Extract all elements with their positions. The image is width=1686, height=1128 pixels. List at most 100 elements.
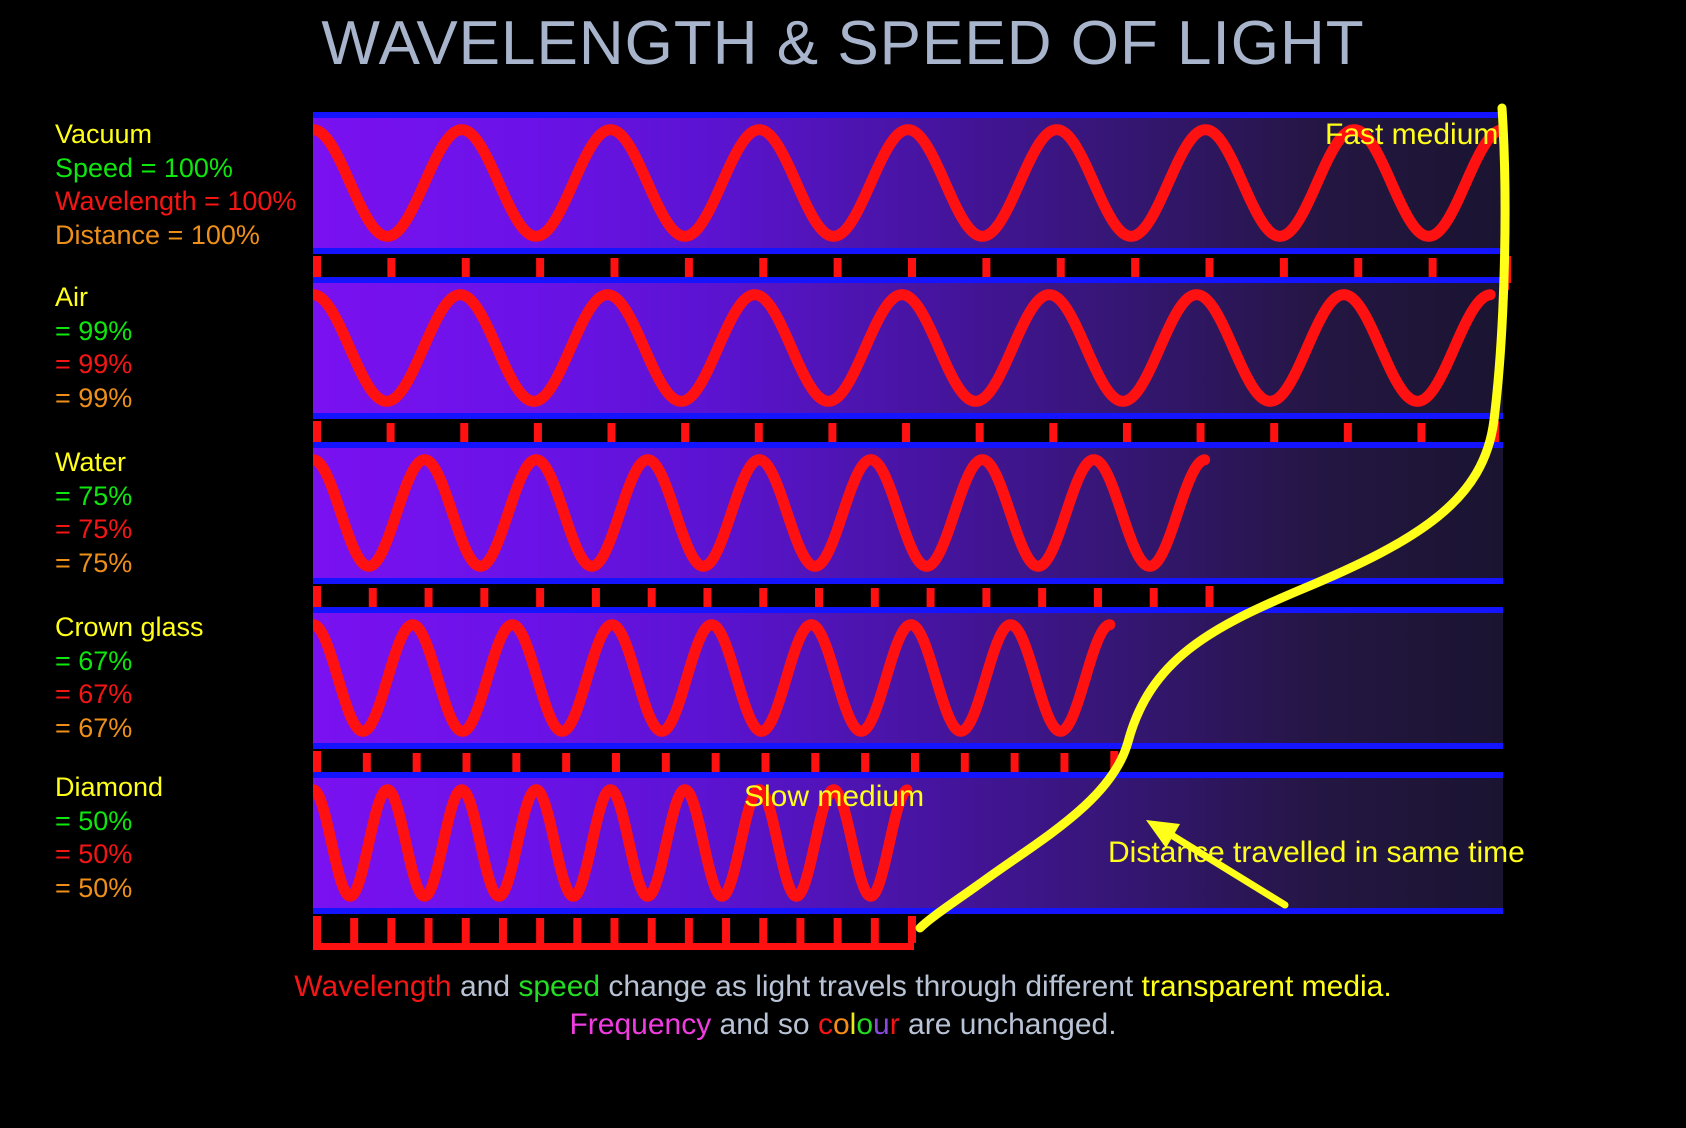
ruler-tick-2 [815, 588, 824, 613]
speed-value-0: Speed = 100% [55, 152, 233, 183]
wave-svg-1 [313, 289, 1496, 407]
caption-and-2: and so [711, 1008, 818, 1041]
ruler-tick-4 [647, 918, 656, 943]
ruler-tick-4 [908, 916, 916, 943]
ruler-tick-2 [424, 588, 433, 613]
ruler-tick-0 [908, 258, 916, 283]
ruler-tick-4 [870, 918, 879, 943]
ruler-tick-2 [480, 588, 489, 613]
ruler-tick-4 [684, 918, 693, 943]
ruler-tick-3 [362, 753, 371, 778]
wave-path-1 [313, 289, 1496, 407]
ruler-tick-0 [610, 258, 619, 283]
caption-wavelength-word: Wavelength [294, 970, 452, 1003]
ruler-tick-4 [796, 918, 805, 943]
wavelength-value-0: Wavelength = 100% [55, 186, 297, 216]
distance-value-2: = 75% [55, 547, 133, 578]
medium-name-3: Crown glass [55, 612, 204, 642]
caption-and-1: and [451, 970, 519, 1003]
distance-value-3: = 67% [55, 712, 133, 743]
wave-path-2 [313, 454, 1211, 572]
ruler-tick-0 [536, 258, 545, 283]
ruler-tick-3 [910, 753, 919, 778]
medium-label-group-diamond: Diamond = 50% = 50% = 50% [55, 771, 163, 905]
ruler-tick-4 [387, 918, 396, 943]
wave-path-3 [313, 619, 1116, 737]
medium-bar-3 [313, 607, 1503, 749]
wave-path-4 [313, 784, 913, 902]
ruler-tick-2 [591, 588, 600, 613]
speed-value-1: = 99% [55, 315, 133, 346]
wavelength-value-3: = 67% [55, 679, 133, 709]
caption-end: are unchanged. [899, 1008, 1117, 1041]
ruler-tick-3 [661, 753, 670, 778]
colour-letter-1: o [832, 1008, 850, 1041]
wave-svg-2 [313, 454, 1211, 572]
wave-clip-3 [313, 613, 1503, 743]
ruler-baseline-4 [313, 943, 914, 950]
ruler-tick-2 [759, 588, 768, 613]
ruler-tick-2 [368, 588, 377, 613]
caption-line-1: Wavelength and speed change as light tra… [0, 968, 1686, 1006]
ruler-tick-2 [647, 588, 656, 613]
ruler-tick-0 [387, 258, 396, 283]
wave-clip-1 [313, 283, 1503, 413]
caption-speed-word: speed [518, 970, 601, 1003]
caption-mid-1: change as light travels through differen… [600, 970, 1142, 1003]
distance-ruler-4 [313, 916, 916, 950]
ruler-tick-4 [722, 918, 731, 943]
wave-clip-4 [313, 778, 1503, 908]
ruler-tick-4 [498, 918, 507, 943]
colour-letter-3: o [856, 1008, 873, 1041]
caption-transparent-media-word: transparent media. [1141, 970, 1392, 1003]
ruler-tick-4 [461, 918, 470, 943]
medium-label-group-water: Water = 75% = 75% = 75% [55, 446, 132, 580]
colour-letter-5: r [889, 1008, 900, 1041]
ruler-tick-3 [861, 753, 870, 778]
medium-label-group-crown-glass: Crown glass = 67% = 67% = 67% [55, 611, 204, 745]
ruler-tick-0 [313, 256, 321, 283]
distance-travelled-annotation: Distance travelled in same time [1108, 836, 1525, 869]
ruler-tick-1 [681, 423, 690, 448]
ruler-tick-1 [460, 423, 469, 448]
ruler-tick-0 [461, 258, 470, 283]
ruler-tick-3 [313, 751, 321, 778]
ruler-tick-3 [512, 753, 521, 778]
speed-value-4: = 50% [55, 805, 133, 836]
ruler-tick-0 [759, 258, 768, 283]
medium-name-2: Water [55, 447, 127, 477]
slow-medium-annotation: Slow medium [744, 780, 925, 813]
speed-value-2: = 75% [55, 480, 133, 511]
wave-path-0 [313, 124, 1503, 242]
ruler-tick-2 [313, 586, 321, 613]
ruler-tick-4 [536, 918, 545, 943]
ruler-tick-0 [1503, 256, 1511, 283]
medium-name-1: Air [55, 282, 88, 312]
medium-bar-1 [313, 277, 1503, 419]
ruler-tick-1 [902, 423, 911, 448]
medium-label-group-air: Air = 99% = 99% = 99% [55, 281, 132, 415]
ruler-tick-3 [562, 753, 571, 778]
wavelength-value-2: = 75% [55, 514, 133, 544]
wave-svg-4 [313, 784, 913, 902]
distance-value-4: = 50% [55, 872, 133, 903]
ruler-tick-2 [536, 588, 545, 613]
ruler-tick-3 [711, 753, 720, 778]
caption-line-2: Frequency and so colour are unchanged. [0, 1006, 1686, 1044]
colour-letter-4: u [873, 1008, 890, 1041]
page-title: WAVELENGTH & SPEED OF LIGHT [321, 9, 1365, 78]
wave-svg-3 [313, 619, 1116, 737]
ruler-tick-4 [759, 918, 768, 943]
ruler-tick-3 [462, 753, 471, 778]
ruler-tick-0 [833, 258, 842, 283]
wave-clip-2 [313, 448, 1503, 578]
caption-colour-word: colour [818, 1008, 900, 1041]
medium-label-group-vacuum: Vacuum Speed = 100% Wavelength = 100% Dista… [55, 118, 296, 252]
ruler-tick-1 [607, 423, 616, 448]
ruler-tick-4 [350, 918, 359, 943]
wavelength-value-1: = 99% [55, 349, 133, 379]
caption-frequency-word: Frequency [569, 1008, 712, 1041]
colour-letter-0: c [817, 1008, 833, 1041]
ruler-tick-2 [703, 588, 712, 613]
ruler-tick-1 [386, 423, 395, 448]
